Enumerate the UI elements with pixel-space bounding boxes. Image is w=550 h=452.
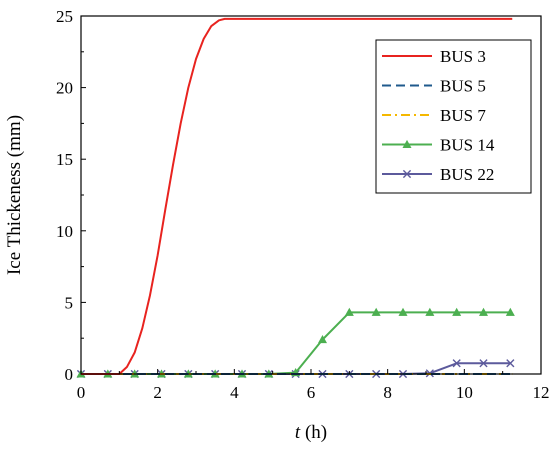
legend-label: BUS 3: [440, 47, 486, 66]
series-line-bus-14: [81, 311, 511, 375]
x-tick-label: 0: [77, 383, 86, 402]
y-tick-label: 0: [65, 365, 74, 384]
legend-item-bus-14: BUS 14: [382, 136, 495, 155]
y-tick-label: 15: [56, 150, 73, 169]
legend-item-bus-3: BUS 3: [382, 47, 486, 66]
x-axis: 0 2 4 6 8 10 12: [77, 369, 550, 402]
x-axis-title: t (h): [295, 422, 327, 443]
data-point-bus-14: [505, 307, 515, 316]
marker-stroke: [479, 359, 488, 368]
data-point-bus-14: [425, 307, 435, 316]
legend: BUS 3 BUS 5 BUS 7 BUS 14 BUS 22: [375, 39, 532, 194]
x-axis-variable: t: [295, 422, 301, 443]
data-point-bus-22: [479, 359, 488, 368]
legend-label: BUS 22: [440, 165, 494, 184]
series-bus-3: [81, 17, 513, 375]
marker-stroke: [452, 359, 461, 368]
x-axis-unit: (h): [300, 422, 327, 443]
y-tick-label: 5: [65, 293, 74, 312]
data-point-bus-22: [506, 359, 515, 368]
legend-label: BUS 14: [440, 136, 495, 155]
marker-stroke: [402, 169, 412, 179]
series-line-bus-3: [81, 17, 513, 375]
x-tick-label: 4: [230, 383, 239, 402]
legend-label: BUS 7: [440, 106, 486, 125]
legend-marker: [402, 169, 412, 179]
x-tick-label: 6: [307, 383, 316, 402]
data-point-bus-14: [398, 307, 408, 316]
legend-item-bus-5: BUS 5: [382, 77, 486, 96]
y-axis: 0 5 10 15 20 25: [56, 7, 86, 384]
data-point-bus-14: [317, 335, 328, 344]
data-point-bus-14: [478, 307, 489, 316]
y-tick-label: 25: [56, 7, 73, 26]
data-point-bus-22: [452, 359, 461, 368]
legend-item-bus-22: BUS 22: [382, 165, 494, 184]
x-tick-label: 8: [383, 383, 392, 402]
legend-marker: [402, 139, 412, 148]
legend-box: [375, 39, 532, 194]
data-point-bus-14: [452, 307, 462, 316]
x-tick-label: 12: [533, 383, 550, 402]
legend-item-bus-7: BUS 7: [382, 106, 486, 125]
y-tick-label: 20: [56, 79, 73, 98]
marker-stroke: [506, 359, 515, 368]
x-tick-label: 2: [153, 383, 162, 402]
data-point-bus-14: [371, 307, 381, 316]
legend-label: BUS 5: [440, 77, 486, 96]
y-axis-title: Ice Thickeness (mm): [4, 115, 25, 275]
y-tick-label: 10: [56, 222, 73, 241]
x-tick-label: 10: [456, 383, 473, 402]
data-point-bus-14: [344, 307, 354, 316]
